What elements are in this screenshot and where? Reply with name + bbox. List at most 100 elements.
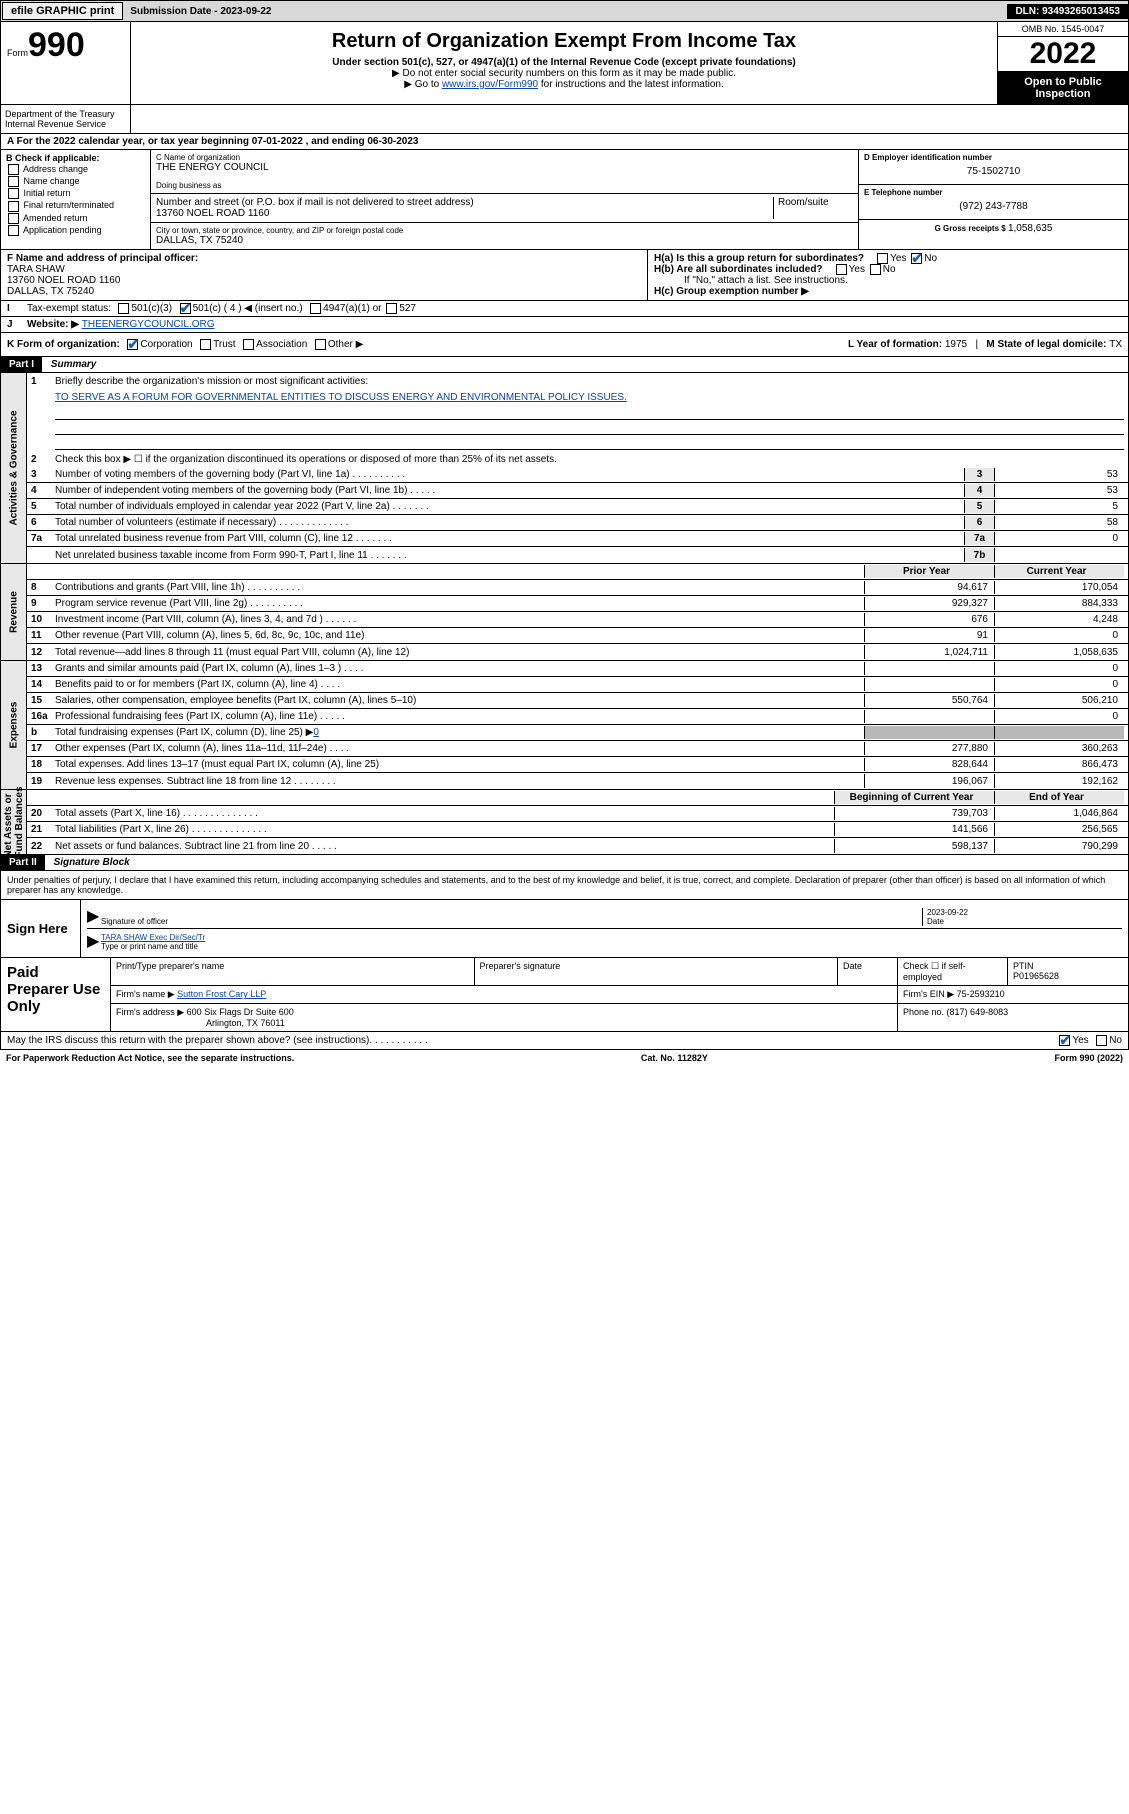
chk-initial-return[interactable]: Initial return (6, 188, 145, 199)
firm-addr-label: Firm's address ▶ (116, 1007, 184, 1017)
line-11: 11Other revenue (Part VIII, column (A), … (27, 628, 1128, 644)
vlabel-netassets: Net Assets orFund Balances (1, 790, 27, 854)
gross-block: G Gross receipts $ 1,058,635 (859, 220, 1128, 237)
website-label: Website: ▶ (27, 319, 79, 330)
paid-preparer-label: Paid Preparer Use Only (1, 958, 111, 1031)
l22-end: 790,299 (994, 839, 1124, 853)
l7a-value: 0 (994, 532, 1124, 545)
discuss-yes-chk[interactable] (1059, 1035, 1070, 1046)
top-bar: efile GRAPHIC print Submission Date - 20… (0, 0, 1129, 22)
chk-4947a1[interactable] (310, 303, 321, 314)
instructions-link[interactable]: www.irs.gov/Form990 (442, 79, 538, 90)
hc-text: H(c) Group exemption number ▶ (654, 286, 809, 297)
form-number: 990 (28, 26, 85, 64)
chk-final-return[interactable]: Final return/terminated (6, 200, 145, 211)
lbl-501c3: 501(c)(3) (131, 303, 172, 314)
org-info-col: C Name of organization THE ENERGY COUNCI… (151, 150, 1128, 249)
hb-yes-chk[interactable] (836, 264, 847, 275)
form-of-org-row: K Form of organization: Corporation Trus… (0, 333, 1129, 357)
type-name-label: Type or print name and title (101, 942, 198, 951)
l8-curr: 170,054 (994, 581, 1124, 594)
website-link[interactable]: THEENERGYCOUNCIL.ORG (82, 319, 215, 330)
hb-yes-lbl: Yes (849, 264, 865, 275)
chk-final-label: Final return/terminated (24, 200, 115, 210)
principal-officer-block: F Name and address of principal officer:… (1, 250, 648, 300)
ha-yes-chk[interactable] (877, 253, 888, 264)
firm-name-label: Firm's name ▶ (116, 989, 175, 999)
line-7b: Net unrelated business taxable income fr… (27, 547, 1128, 563)
dba-label: Doing business as (156, 181, 853, 190)
sig-date-value: 2023-09-22 (927, 908, 968, 917)
chk-trust[interactable] (200, 339, 211, 350)
website-row: J Website: ▶ THEENERGYCOUNCIL.ORG (0, 317, 1129, 333)
discuss-yes-lbl: Yes (1072, 1035, 1088, 1046)
hb-text: H(b) Are all subordinates included? (654, 264, 823, 275)
ha-no-chk[interactable] (911, 253, 922, 264)
l12-prior: 1,024,711 (864, 645, 994, 659)
chk-address-change[interactable]: Address change (6, 164, 145, 175)
line-5: 5 Total number of individuals employed in… (27, 499, 1128, 515)
dom-value: TX (1109, 339, 1122, 350)
l21-text: Total liabilities (Part X, line 26) (55, 824, 189, 835)
i-marker: I (7, 303, 27, 314)
mission-line-2 (55, 406, 1124, 420)
form-subtitle-2: ▶ Do not enter social security numbers o… (137, 68, 991, 79)
perjury-declaration: Under penalties of perjury, I declare th… (0, 871, 1129, 900)
l19-prior: 196,067 (864, 774, 994, 788)
chk-527[interactable] (386, 303, 397, 314)
prep-date-label: Date (843, 961, 862, 971)
footer-bar: For Paperwork Reduction Act Notice, see … (0, 1050, 1129, 1066)
chk-amended-return[interactable]: Amended return (6, 213, 145, 224)
line-17: 17Other expenses (Part IX, column (A), l… (27, 741, 1128, 757)
l14-text: Benefits paid to or for members (Part IX… (55, 679, 318, 690)
l12-text: Total revenue—add lines 8 through 11 (mu… (55, 647, 409, 658)
end-year-hdr: End of Year (994, 791, 1124, 804)
l5-text: Total number of individuals employed in … (55, 501, 390, 512)
line-18: 18Total expenses. Add lines 13–17 (must … (27, 757, 1128, 773)
hb-note: If "No," attach a list. See instructions… (654, 275, 1122, 286)
mission-value[interactable]: TO SERVE AS A FORUM FOR GOVERNMENTAL ENT… (55, 392, 627, 403)
chk-other[interactable] (315, 339, 326, 350)
line-13: 13Grants and similar amounts paid (Part … (27, 661, 1128, 677)
period-pre: For the 2022 calendar year, or tax year … (17, 136, 252, 147)
chk-name-change[interactable]: Name change (6, 176, 145, 187)
rev-header-row: Prior YearCurrent Year (27, 564, 1128, 580)
l9-text: Program service revenue (Part VIII, line… (55, 598, 247, 609)
chk-501c[interactable] (180, 303, 191, 314)
l16b-val[interactable]: 0 (313, 727, 319, 738)
line-3: 3Number of voting members of the governi… (27, 467, 1128, 483)
tel-label: E Telephone number (864, 188, 1123, 197)
chk-501c3[interactable] (118, 303, 129, 314)
l7a-text: Total unrelated business revenue from Pa… (55, 533, 353, 544)
l20-beg: 739,703 (834, 807, 994, 820)
l13-text: Grants and similar amounts paid (Part IX… (55, 663, 341, 674)
chk-corp[interactable] (127, 339, 138, 350)
preparer-row-2: Firm's name ▶ Sutton Frost Cary LLP Firm… (111, 986, 1128, 1004)
org-name-value: THE ENERGY COUNCIL (156, 162, 853, 173)
firm-name-link[interactable]: Sutton Frost Cary LLP (177, 989, 266, 999)
tax-exempt-status-row: I Tax-exempt status: 501(c)(3) 501(c) ( … (0, 301, 1129, 317)
sig-officer-label: Signature of officer (101, 917, 168, 926)
prior-year-hdr: Prior Year (864, 565, 994, 578)
l19-curr: 192,162 (994, 774, 1124, 788)
princ-label: F Name and address of principal officer: (7, 253, 198, 264)
chk-assoc[interactable] (243, 339, 254, 350)
l10-prior: 676 (864, 613, 994, 626)
chk-addr-label: Address change (23, 164, 88, 174)
officer-name-title[interactable]: TARA SHAW Exec Dir/Sec/Tr (101, 933, 205, 942)
firm-ein-value: 75-2593210 (957, 989, 1005, 999)
lbl-trust: Trust (213, 339, 235, 350)
efile-print-button[interactable]: efile GRAPHIC print (2, 2, 123, 20)
chk-application-pending[interactable]: Application pending (6, 225, 145, 236)
beg-year-hdr: Beginning of Current Year (834, 791, 994, 804)
l15-text: Salaries, other compensation, employee b… (55, 695, 416, 706)
discuss-no-chk[interactable] (1096, 1035, 1107, 1046)
l7b-value (994, 548, 1124, 562)
hb-no-chk[interactable] (870, 264, 881, 275)
part-ii-title: Signature Block (48, 855, 136, 870)
discuss-text: May the IRS discuss this return with the… (7, 1035, 369, 1046)
form-subtitle-3: ▶ Go to www.irs.gov/Form990 for instruct… (137, 79, 991, 90)
vlabel-activities: Activities & Governance (1, 373, 27, 563)
l14-curr: 0 (994, 678, 1124, 691)
l5-value: 5 (994, 500, 1124, 513)
